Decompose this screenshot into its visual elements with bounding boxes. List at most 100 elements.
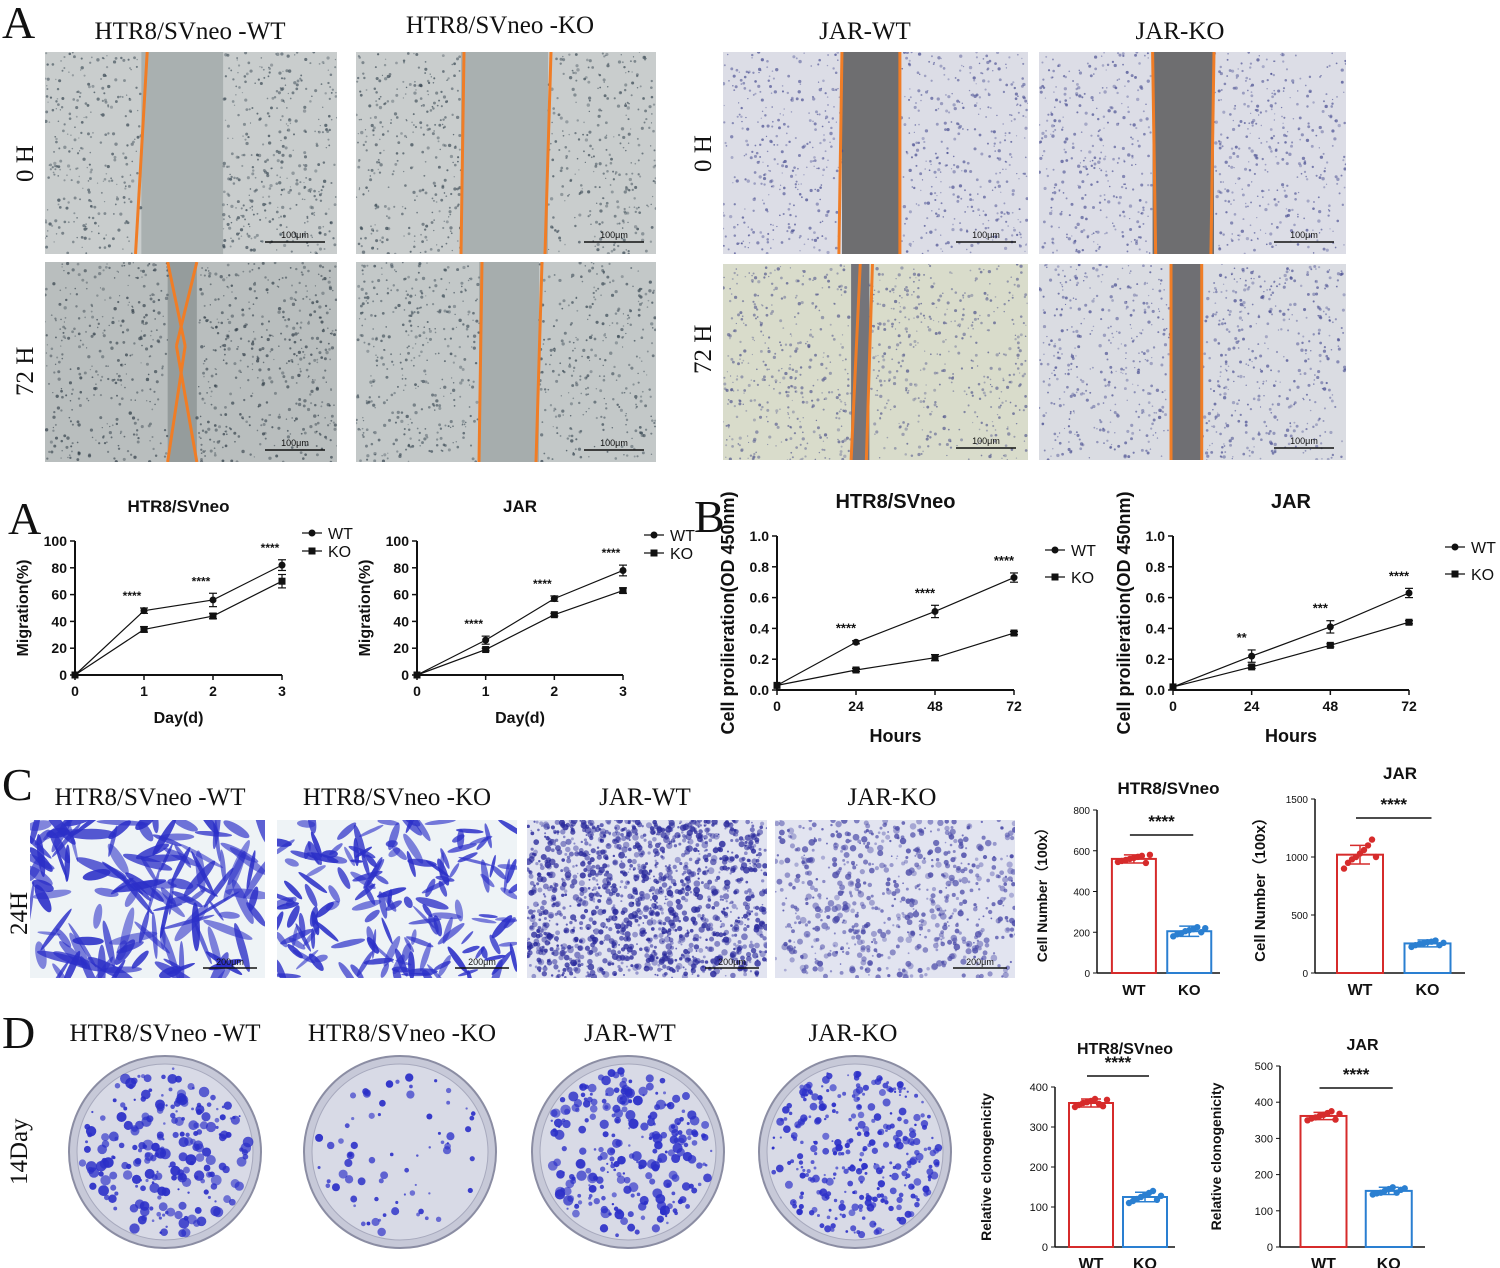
series-line-ko [776, 632, 1015, 686]
series-line-ko [1172, 621, 1410, 688]
significance-label: **** [1381, 795, 1408, 814]
significance-label: *** [1313, 601, 1329, 616]
y-tick-label: 20 [393, 640, 409, 656]
scratch-line [534, 262, 544, 462]
legend-marker-wt [1051, 546, 1059, 554]
significance-label: **** [123, 589, 142, 603]
data-point-ko [931, 654, 939, 662]
data-point [1157, 1192, 1165, 1199]
scratch-line [849, 264, 862, 460]
wound-row-label-72h-left: 72 H [12, 346, 39, 396]
chart-title: HTR8/SVneo [835, 491, 955, 513]
y-tick-label: 20 [51, 640, 67, 656]
legend-marker-ko [308, 547, 316, 555]
panel-letter-a-bottom: A [8, 493, 42, 544]
y-tick-label: 1.0 [1146, 528, 1166, 544]
chart-title: JAR [1271, 491, 1312, 513]
chart-proliferation-htr8: HTR8/SVneo 0.0 0.2 0.4 0.6 0.8 1.0 0 24 48 72 Hours… [718, 491, 1096, 746]
data-point [1149, 1187, 1157, 1195]
data-point [1099, 1103, 1107, 1110]
wound-row-label-0h-left: 0 H [12, 145, 39, 182]
legend-marker-wt [650, 531, 658, 539]
chart-colony-jar: JAR 0 100 200 300 400 500 Relative clonogenicit… [1208, 1037, 1425, 1268]
data-point-wt [209, 596, 217, 604]
y-axis-label: Migration(%) [357, 560, 374, 657]
legend-marker-wt [308, 529, 316, 537]
x-tick-label: 0 [1169, 698, 1177, 714]
data-point [1202, 924, 1209, 932]
scale-bar-label: 100μm [281, 230, 309, 240]
data-point-ko [619, 587, 627, 595]
data-point [1440, 939, 1447, 947]
wound-image-htr8-ko-72h: 100μm [356, 262, 656, 462]
legend-label-wt: WT [1071, 543, 1096, 560]
chart-colony-htr8: HTR8/SVneo 0 100 200 300 400 Relative clonogen… [978, 1041, 1175, 1268]
y-tick-label: 80 [51, 560, 67, 576]
bar-wt [1336, 853, 1384, 974]
y-tick-label: 0.8 [750, 559, 770, 575]
data-point [1360, 846, 1368, 854]
y-tick-label: 60 [393, 587, 409, 603]
transwell-image-jar-ko: 200μm [775, 820, 1015, 978]
chart-migration-htr8: HTR8/SVneo 0 20 40 60 80 100 0 1 2 3 Day(d) Migratio… [15, 497, 353, 727]
y-axis-label: Cell Number（100x） [1251, 810, 1269, 962]
legend-label-ko: KO [1071, 570, 1094, 587]
data-point-ko [1169, 683, 1177, 691]
wound-title-jar-wt: JAR-WT [819, 18, 911, 45]
y-tick-label: 600 [1073, 847, 1090, 858]
y-tick-label: 0 [59, 667, 67, 683]
data-point-wt [278, 561, 286, 569]
data-point [1146, 851, 1154, 859]
scratch-line [134, 52, 149, 254]
x-tick-label: 3 [278, 683, 286, 699]
panel-letter-d: D [2, 1007, 36, 1058]
legend-marker-ko [1451, 570, 1459, 578]
y-tick-label: 0 [401, 667, 409, 683]
scale-bar-label: 100μm [1290, 436, 1318, 446]
y-axis-label: Relative clonogenicity [978, 1093, 994, 1241]
x-tick-label: 24 [1244, 698, 1260, 714]
category-label-wt: WT [1122, 982, 1145, 999]
data-point-ko [1405, 618, 1413, 626]
data-point [1142, 859, 1150, 867]
wound-image-jar-ko-0h: 100μm [1039, 52, 1346, 254]
series-line-wt [416, 569, 624, 676]
data-point-ko [1326, 641, 1334, 649]
wound-gap [851, 264, 870, 460]
panel-letter-b: B [694, 491, 725, 542]
transwell-image-htr8-ko: 200μm [277, 820, 517, 978]
data-point [1198, 929, 1205, 936]
wound-row-label-72h-right: 72 H [690, 324, 717, 374]
category-label-wt: WT [1348, 982, 1373, 999]
y-tick-label: 0.6 [1146, 590, 1166, 606]
legend-marker-wt [1451, 543, 1459, 551]
legend-label-wt: WT [328, 526, 353, 543]
y-axis-label: Relative clonogenicity [1208, 1082, 1224, 1230]
bar-wt [1068, 1102, 1114, 1248]
scratch-line [837, 52, 844, 254]
scale-bar-label: 200μm [468, 957, 496, 967]
legend-label-wt: WT [670, 528, 695, 545]
x-tick-label: 1 [482, 683, 490, 699]
data-point [1401, 1185, 1408, 1192]
wound-gap [1171, 264, 1202, 460]
y-tick-label: 400 [1255, 1097, 1273, 1109]
data-point-ko [550, 611, 558, 619]
significance-label: **** [261, 541, 280, 555]
data-point [1328, 1108, 1335, 1115]
data-point-wt [140, 607, 148, 615]
x-tick-label: 48 [1323, 698, 1339, 714]
series-line-ko [416, 590, 624, 676]
scale-bar-label: 200μm [966, 957, 994, 967]
data-point-ko [773, 681, 781, 689]
data-point-wt [1010, 574, 1018, 582]
y-tick-label: 0.2 [1146, 651, 1166, 667]
y-tick-label: 1000 [1286, 853, 1309, 864]
y-tick-label: 300 [1030, 1122, 1048, 1134]
y-tick-label: 1500 [1286, 795, 1309, 806]
significance-label: **** [192, 574, 211, 588]
x-tick-label: 0 [773, 698, 781, 714]
colony-title-jar-ko: JAR-KO [808, 1020, 898, 1047]
y-tick-label: 300 [1255, 1133, 1273, 1145]
x-axis-label: Hours [1265, 726, 1317, 746]
